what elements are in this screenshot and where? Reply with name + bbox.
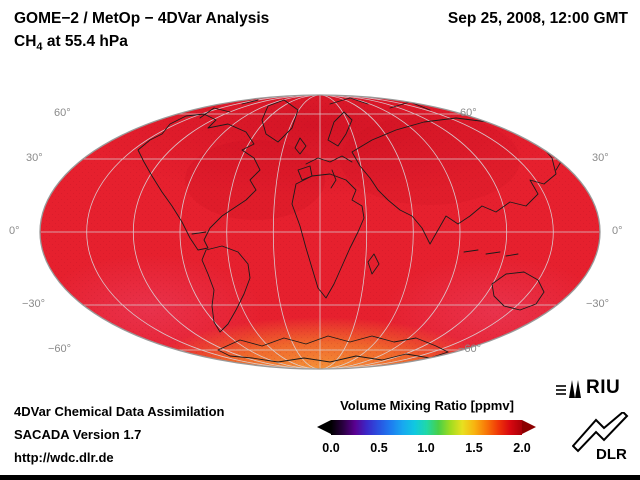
riu-logo: RIU	[556, 377, 620, 399]
coastlines	[137, 97, 563, 363]
coast-indonesia	[463, 249, 519, 257]
dlr-logo-text: DLR	[596, 446, 627, 463]
colorbar-tick-3: 1.5	[465, 441, 483, 455]
dlr-wing-icon	[572, 412, 629, 453]
lat-label-left-0: 0°	[9, 225, 20, 237]
coast-europe	[305, 155, 353, 165]
coast-madagascar	[367, 253, 380, 275]
coast-italy	[330, 169, 337, 189]
coast-arctic-islands	[199, 97, 431, 119]
lat-label-right-0: 0°	[612, 225, 623, 237]
species-level-label: CH4 at 55.4 hPa	[14, 33, 128, 53]
colorbar-over-arrow	[522, 420, 536, 434]
lat-label-right-m30: −30°	[586, 298, 610, 310]
riu-logo-text: RIU	[586, 377, 621, 398]
colorbar-tick-2: 1.0	[417, 441, 435, 455]
coast-australia	[491, 271, 545, 311]
coast-caribbean	[191, 231, 207, 235]
coast-iberia	[297, 165, 313, 181]
coast-north-america	[137, 113, 261, 251]
pressure-level: at 55.4 hPa	[42, 33, 128, 50]
lat-label-left-m30: −30°	[22, 298, 46, 310]
lat-label-left-30: 30°	[26, 152, 43, 164]
footer-line-assimilation: 4DVar Chemical Data Assimilation	[14, 404, 225, 419]
colorbar-tick-0: 0.0	[322, 441, 340, 455]
coast-scandinavia	[327, 111, 353, 147]
colorbar-under-arrow	[317, 420, 331, 434]
bottom-border-bar	[0, 475, 640, 480]
footer-line-version: SACADA Version 1.7	[14, 427, 142, 442]
coast-greenland	[261, 99, 299, 143]
datetime-label: Sep 25, 2008, 12:00 GMT	[447, 10, 628, 27]
lat-label-right-m60: −60°	[458, 343, 482, 355]
colorbar-gradient	[331, 420, 522, 435]
colorbar-title: Volume Mixing Ratio [ppmv]	[340, 398, 514, 413]
lat-label-right-30: 30°	[592, 152, 609, 164]
lat-label-left-m60: −60°	[48, 343, 72, 355]
coast-africa	[291, 173, 365, 299]
lat-label-right-60: 60°	[460, 107, 477, 119]
species-subscript: 4	[36, 41, 43, 54]
colorbar-tick-4: 2.0	[513, 441, 531, 455]
coast-antarctica	[217, 335, 449, 363]
coast-new-zealand	[549, 311, 563, 335]
colorbar-tick-1: 0.5	[370, 441, 388, 455]
footer-line-url: http://wdc.dlr.de	[14, 450, 114, 465]
plot-title: GOME−2 / MetOp − 4DVar Analysis	[14, 10, 270, 27]
coast-asia	[351, 117, 557, 245]
coast-britain	[294, 137, 307, 155]
coast-south-america	[201, 245, 251, 333]
lat-label-left-60: 60°	[54, 107, 71, 119]
riu-cathedral-icon	[556, 380, 581, 398]
map-outline	[39, 94, 601, 370]
species-symbol: CH	[14, 33, 37, 50]
